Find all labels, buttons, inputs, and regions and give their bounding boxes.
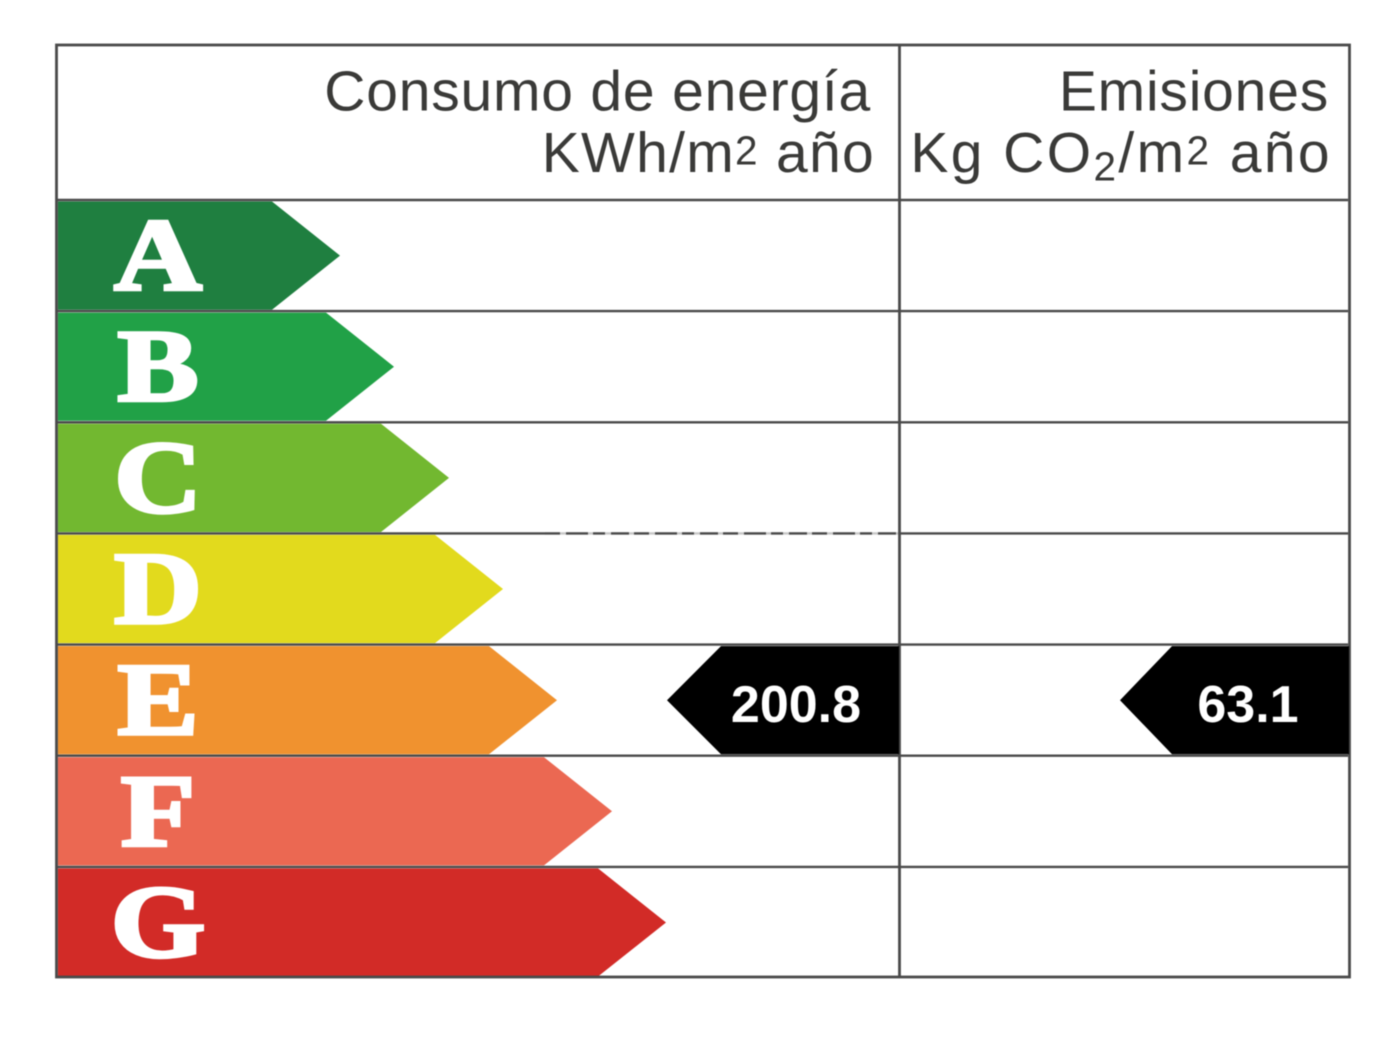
svg-text:C: C xyxy=(114,421,202,534)
svg-text:B: B xyxy=(117,310,198,423)
svg-text:D: D xyxy=(114,532,202,645)
svg-text:Consumo de energía: Consumo de energía xyxy=(324,60,871,124)
svg-text:200.8: 200.8 xyxy=(731,676,861,734)
svg-text:Kg CO2/m2 año: Kg CO2/m2 año xyxy=(910,121,1332,190)
svg-text:Emisiones: Emisiones xyxy=(1059,60,1329,124)
svg-text:KWh/m2 año: KWh/m2 año xyxy=(542,121,875,185)
svg-text:63.1: 63.1 xyxy=(1197,676,1298,734)
svg-text:E: E xyxy=(117,644,198,757)
svg-text:F: F xyxy=(121,755,195,868)
svg-text:G: G xyxy=(111,866,206,979)
svg-text:A: A xyxy=(114,199,202,312)
